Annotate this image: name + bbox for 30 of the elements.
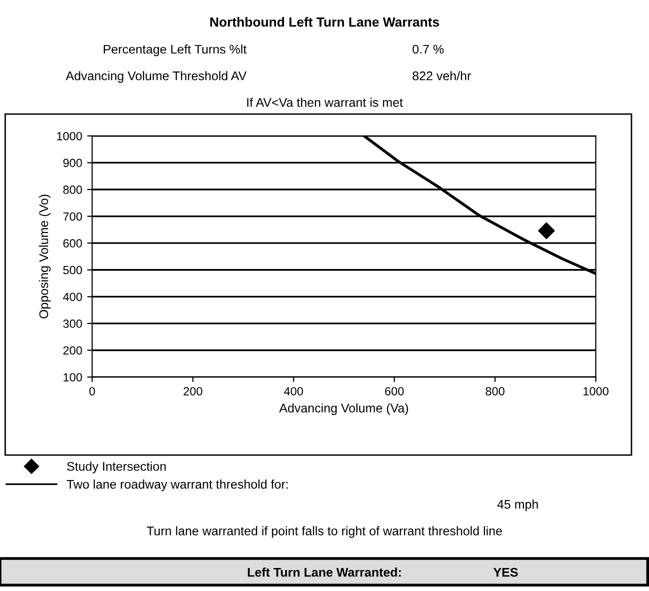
y-tick-label: 700 <box>63 212 82 221</box>
text: Percentage Left Turns %lt <box>104 44 247 56</box>
y-axis-title: Opposing Volume (Vo) <box>38 194 51 318</box>
y-tick-label: 900 <box>63 158 82 168</box>
x-tick-label: 1000 <box>584 387 608 396</box>
text: 0.7 % <box>412 44 444 54</box>
y-tick-label: 600 <box>63 239 82 248</box>
text: If AV<Va then warrant is met <box>247 98 403 107</box>
text: Left Turn Lane Warranted: <box>248 568 401 577</box>
x-axis-title: Advancing Volume (Va) <box>279 403 408 415</box>
y-tick-label: 500 <box>63 266 82 274</box>
y-tick-label: 1000 <box>57 132 82 140</box>
chart-title: Northbound Left Turn Lane Warrants <box>210 17 440 27</box>
x-tick-label: 400 <box>284 387 303 396</box>
x-tick-label: 600 <box>385 387 404 396</box>
legend-label: Study Intersection <box>67 462 166 474</box>
y-tick-label: 300 <box>63 320 82 328</box>
y-tick-label: 200 <box>63 346 82 355</box>
text: 45 mph <box>497 500 538 512</box>
text: YES <box>493 568 518 577</box>
y-tick-label: 100 <box>64 373 82 382</box>
text: Turn lane warranted if point falls to right of warrant threshold line <box>146 526 502 538</box>
y-tick-label: 400 <box>63 292 82 302</box>
legend-label: Two lane roadway warrant threshold for: <box>66 480 288 492</box>
x-tick-label: 200 <box>184 387 202 396</box>
text: Advancing Volume Threshold AV <box>66 71 247 83</box>
y-tick-label: 800 <box>63 186 82 194</box>
text: 822 veh/hr <box>412 71 471 80</box>
x-tick-label: 0 <box>89 387 95 396</box>
x-tick-label: 800 <box>486 387 504 396</box>
